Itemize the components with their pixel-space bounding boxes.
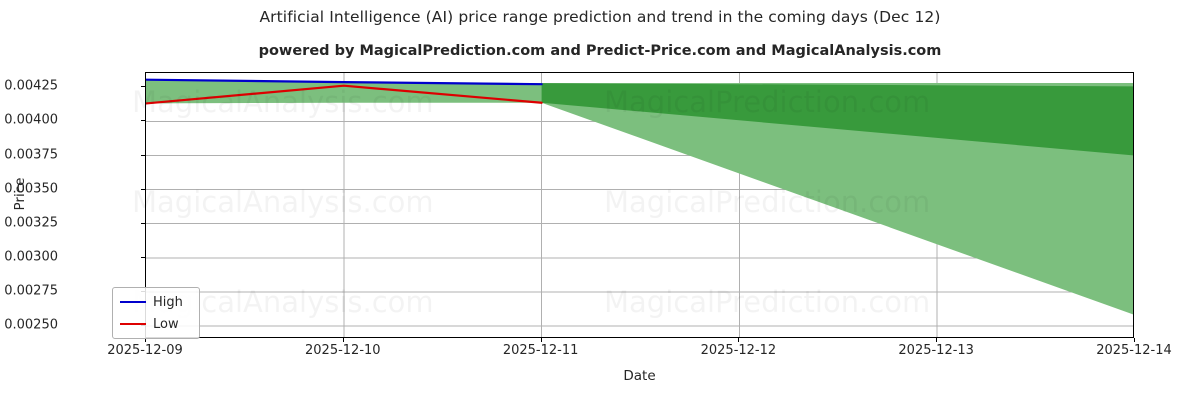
legend-swatch-low — [120, 323, 146, 325]
y-axis-tick-label: 0.00325 — [4, 215, 58, 231]
x-axis-tick-label: 2025-12-09 — [107, 343, 183, 358]
y-axis-tick-label: 0.00375 — [4, 147, 58, 163]
legend-item-high: High — [120, 291, 183, 313]
data-series-lines — [146, 78, 543, 105]
chart-subtitle: powered by MagicalPrediction.com and Pre… — [258, 43, 942, 59]
y-axis-tick-mark — [141, 86, 145, 88]
x-axis-tick-mark — [145, 338, 146, 342]
chart-title: Artificial Intelligence (AI) price range… — [259, 8, 941, 26]
legend-label-high: High — [153, 294, 183, 310]
legend-item-low: Low — [120, 313, 179, 335]
y-axis-tick-mark — [141, 256, 145, 258]
y-axis-tick-label: 0.00350 — [4, 181, 58, 197]
y-axis-tick-mark — [141, 188, 145, 190]
y-axis-tick-label: 0.00400 — [4, 112, 58, 128]
x-axis-tick-mark — [738, 338, 740, 342]
x-axis-tick-mark — [540, 338, 542, 342]
x-axis-tick-mark — [936, 338, 938, 342]
y-axis-tick-mark — [141, 154, 145, 156]
y-axis-tick-label: 0.00275 — [4, 283, 58, 299]
y-axis-tick-label: 0.00250 — [4, 317, 58, 333]
x-axis-tick-label: 2025-12-12 — [700, 343, 777, 358]
x-axis-tick-label: 2025-12-11 — [502, 343, 579, 358]
legend-label-low: Low — [153, 316, 179, 332]
plot-svg — [146, 73, 1133, 337]
legend-swatch-high — [120, 301, 146, 303]
y-axis-tick-mark — [141, 222, 145, 224]
y-axis-tick-label: 0.00425 — [4, 78, 58, 94]
x-axis-tick-mark — [342, 338, 344, 342]
range-bands — [146, 79, 1133, 315]
x-axis-tick-label: 2025-12-14 — [1096, 343, 1172, 358]
chart-legend: High Low — [112, 287, 200, 339]
x-axis-tick-label: 2025-12-10 — [305, 343, 381, 358]
x-axis-label: Date — [623, 368, 656, 384]
plot-area — [145, 72, 1134, 338]
y-axis-tick-mark — [141, 120, 145, 122]
x-axis-tick-label: 2025-12-13 — [898, 343, 974, 358]
y-axis-tick-label: 0.00300 — [4, 249, 58, 265]
x-axis-tick-mark — [1134, 338, 1135, 342]
